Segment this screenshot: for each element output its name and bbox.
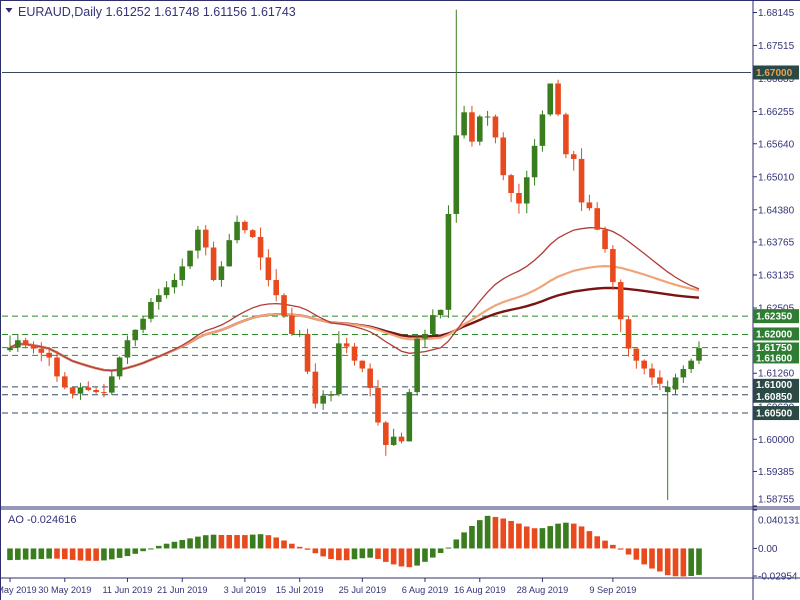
svg-text:1.58755: 1.58755 <box>758 495 795 506</box>
svg-text:0.00: 0.00 <box>758 544 778 555</box>
svg-text:-0.02954: -0.02954 <box>758 572 798 583</box>
svg-text:1.60000: 1.60000 <box>758 435 795 446</box>
svg-text:1.62350: 1.62350 <box>756 311 793 322</box>
svg-text:1.60500: 1.60500 <box>756 408 793 419</box>
svg-text:1.61600: 1.61600 <box>756 353 793 364</box>
svg-text:9 Sep 2019: 9 Sep 2019 <box>589 585 636 595</box>
svg-text:1.61000: 1.61000 <box>756 380 793 391</box>
svg-text:1.65010: 1.65010 <box>758 172 795 183</box>
svg-text:1.62000: 1.62000 <box>756 329 793 340</box>
svg-text:1.63135: 1.63135 <box>758 271 795 282</box>
svg-text:EURAUD,Daily 1.61252 1.61748: EURAUD,Daily 1.61252 1.61748 1.61156 1.6… <box>18 5 296 19</box>
svg-text:1.61750: 1.61750 <box>756 343 793 354</box>
svg-text:11 Jun 2019: 11 Jun 2019 <box>102 585 152 595</box>
svg-text:1.60850: 1.60850 <box>756 392 793 403</box>
svg-text:1.61260: 1.61260 <box>758 369 795 380</box>
svg-text:16 Aug 2019: 16 Aug 2019 <box>454 585 506 595</box>
svg-text:1.63765: 1.63765 <box>758 237 795 248</box>
svg-text:3 Jul 2019: 3 Jul 2019 <box>224 585 266 595</box>
svg-text:28 Aug 2019: 28 Aug 2019 <box>517 585 569 595</box>
svg-text:21 Jun 2019: 21 Jun 2019 <box>157 585 208 595</box>
svg-text:20 May 2019: 20 May 2019 <box>0 585 37 595</box>
svg-text:1.66255: 1.66255 <box>758 107 795 118</box>
svg-text:6 Aug 2019: 6 Aug 2019 <box>402 585 449 595</box>
svg-text:30 May 2019: 30 May 2019 <box>38 585 91 595</box>
svg-text:15 Jul 2019: 15 Jul 2019 <box>276 585 324 595</box>
svg-text:1.68145: 1.68145 <box>758 8 795 19</box>
svg-text:1.67515: 1.67515 <box>758 41 795 52</box>
svg-text:0.040131: 0.040131 <box>758 516 800 527</box>
svg-text:1.67000: 1.67000 <box>756 68 793 79</box>
svg-text:1.59385: 1.59385 <box>758 467 795 478</box>
svg-text:1.65640: 1.65640 <box>758 139 795 150</box>
svg-text:AO -0.024616: AO -0.024616 <box>8 514 77 526</box>
svg-text:1.64380: 1.64380 <box>758 205 795 216</box>
svg-text:25 Jul 2019: 25 Jul 2019 <box>339 585 387 595</box>
